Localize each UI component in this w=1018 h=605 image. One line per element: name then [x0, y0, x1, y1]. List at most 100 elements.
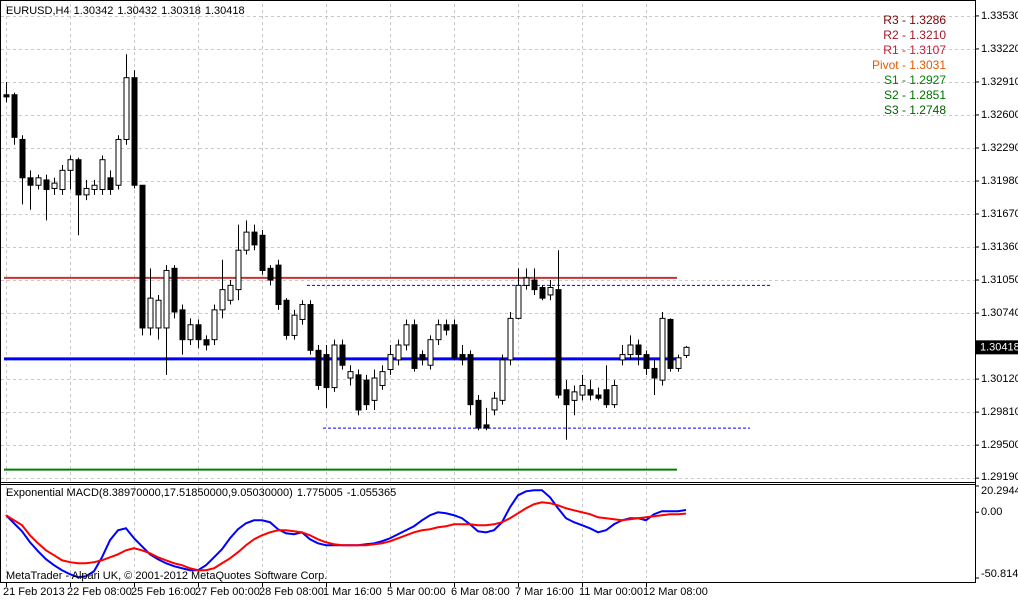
- candle-body: [187, 324, 194, 341]
- chart-frame: [0, 0, 976, 583]
- candle-body: [563, 389, 570, 406]
- data-layer: [3, 54, 772, 579]
- candle-body: [371, 377, 378, 401]
- symbol-title: EURUSD,H4: [6, 5, 70, 17]
- candle-body: [291, 314, 298, 336]
- y-tick-label: 1.31360: [981, 241, 1018, 253]
- candle-body: [659, 317, 666, 381]
- candle-body: [67, 159, 74, 171]
- indicator-line: [5, 501, 687, 572]
- candle-body: [75, 159, 82, 196]
- last-open: 1.30342: [74, 5, 114, 17]
- x-tick-label: 5 Mar 00:00: [387, 586, 446, 598]
- x-tick-label: 1 Mar 16:00: [323, 586, 382, 598]
- candle-body: [427, 339, 434, 366]
- y-tick-label: 1.29500: [981, 439, 1018, 451]
- pivot-level-label: S1 - 1.2927: [884, 73, 946, 87]
- candle-body: [91, 184, 98, 191]
- candle-body: [43, 179, 50, 191]
- x-tick-label: 28 Feb 08:00: [259, 586, 324, 598]
- candle-body: [59, 169, 66, 191]
- copyright: MetaTrader - Alpari UK, © 2001-2012 Meta…: [6, 570, 327, 582]
- candle-body: [403, 324, 410, 346]
- candle-body: [523, 277, 530, 286]
- candle-body: [459, 354, 466, 361]
- candle-body: [27, 177, 34, 186]
- x-tick-label: 22 Feb 08:00: [67, 586, 132, 598]
- candle-body: [203, 339, 210, 346]
- candle-body: [507, 317, 514, 361]
- pivot-level-label: R1 - 1.3107: [883, 43, 946, 57]
- candle-body: [395, 344, 402, 361]
- y-tick-label: 1.32910: [981, 76, 1018, 88]
- last-close: 1.30418: [205, 5, 245, 17]
- candle-body: [211, 309, 218, 341]
- candle-body: [147, 297, 154, 329]
- candle-body: [603, 389, 610, 406]
- candle-body: [595, 394, 602, 399]
- candle-body: [299, 304, 306, 320]
- candle-body: [339, 344, 346, 366]
- candle-body: [227, 284, 234, 301]
- candle-body: [267, 267, 274, 281]
- pivot-level-label: S2 - 1.2851: [884, 88, 946, 102]
- y-tick-label: 1.32290: [981, 142, 1018, 154]
- candle-body: [243, 231, 250, 251]
- candle-body: [123, 77, 130, 140]
- candle-body: [331, 344, 338, 389]
- candle-body: [667, 318, 674, 369]
- x-tick-label: 7 Mar 16:00: [515, 586, 574, 598]
- candle-body: [643, 354, 650, 369]
- candle-body: [539, 286, 546, 299]
- candle-body: [531, 279, 538, 291]
- candle-body: [139, 184, 146, 329]
- y-tick-label: 1.30740: [981, 307, 1018, 319]
- candle-body: [547, 286, 554, 296]
- x-tick-label: 21 Feb 2013: [3, 586, 65, 598]
- y-tick-label: 1.33530: [981, 10, 1018, 22]
- candle-body: [683, 346, 690, 356]
- pivot-level-label: R2 - 1.3210: [883, 28, 946, 42]
- candle-body: [163, 269, 170, 329]
- candle-body: [131, 77, 138, 186]
- candle-body: [571, 391, 578, 401]
- text-layer: EURUSD,H4 1.30342 1.30432 1.30318 1.30418 Ex…: [3, 5, 1018, 598]
- pivot-level-label: S3 - 1.2748: [884, 103, 946, 117]
- candle-body: [363, 379, 370, 406]
- candle-body: [83, 187, 90, 196]
- candle-body: [379, 371, 386, 386]
- candle-body: [283, 299, 290, 336]
- y-tick-label: 1.33220: [981, 43, 1018, 55]
- candle-body: [51, 182, 58, 189]
- y-tick-label: -50.81440: [981, 568, 1018, 580]
- candle-body: [251, 231, 258, 246]
- y-tick-label: 1.32600: [981, 109, 1018, 121]
- candle-body: [179, 309, 186, 341]
- candle-body: [491, 397, 498, 411]
- candle-body: [475, 399, 482, 429]
- signal-last: -1.055365: [347, 487, 397, 499]
- candle-body: [323, 354, 330, 389]
- candle-body: [307, 304, 314, 351]
- candle-body: [555, 289, 562, 396]
- x-tick-label: 6 Mar 08:00: [451, 586, 510, 598]
- candle-body: [155, 299, 162, 329]
- candle-body: [499, 359, 506, 401]
- y-tick-label: 1.31980: [981, 175, 1018, 187]
- indicator-header: Exponential MACD(8.38970000,17.51850000,…: [6, 487, 396, 499]
- x-tick-label: 27 Feb 00:00: [195, 586, 260, 598]
- candle-body: [115, 138, 122, 186]
- candle-body: [347, 371, 354, 379]
- candle-body: [451, 324, 458, 359]
- candle-body: [651, 367, 658, 379]
- candle-body: [435, 324, 442, 341]
- candle-body: [99, 159, 106, 191]
- candle-body: [579, 384, 586, 396]
- macd-last: 1.775005: [297, 487, 343, 499]
- candle-body: [515, 284, 522, 319]
- x-tick-label: 12 Mar 08:00: [643, 586, 708, 598]
- price-tag: [976, 340, 1018, 355]
- candle-body: [387, 354, 394, 370]
- candle-body: [619, 354, 626, 361]
